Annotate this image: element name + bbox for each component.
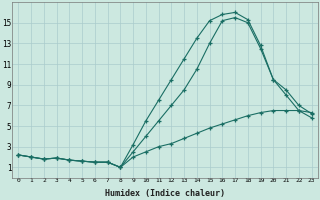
X-axis label: Humidex (Indice chaleur): Humidex (Indice chaleur): [105, 189, 225, 198]
